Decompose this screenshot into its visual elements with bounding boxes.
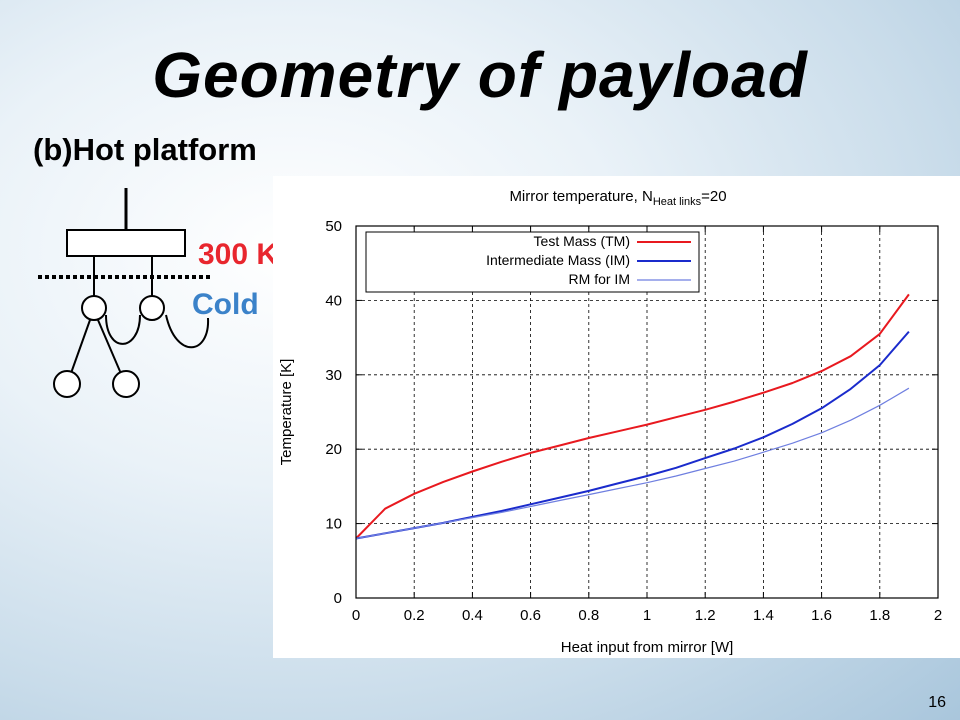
x-tick-label: 1.6 — [811, 607, 832, 624]
x-tick-label: 0.4 — [462, 607, 483, 624]
heat-link-middle — [105, 314, 141, 345]
hot-platform — [66, 229, 186, 257]
intermediate-mass-right — [139, 295, 165, 321]
cold-label: Cold — [192, 288, 259, 321]
wire-lower-left — [69, 319, 91, 377]
y-tick-label: 10 — [325, 516, 342, 533]
y-tick-label: 30 — [325, 367, 342, 384]
payload-schematic — [38, 188, 212, 398]
legend-label-rm: RM for IM — [569, 271, 630, 287]
series-layer — [355, 293, 910, 540]
y-axis-label: Temperature [K] — [278, 359, 295, 466]
x-tick-label: 2 — [934, 607, 942, 624]
x-tick-label: 0.8 — [578, 607, 599, 624]
y-tick-label: 50 — [325, 218, 342, 235]
test-mass-left — [53, 370, 81, 398]
legend: Test Mass (TM) Intermediate Mass (IM) RM… — [365, 231, 700, 293]
y-tick-label: 0 — [334, 590, 342, 607]
slide-subtitle: (b)Hot platform — [33, 132, 257, 167]
test-mass-right — [112, 370, 140, 398]
chart-title: Mirror temperature, NHeat links=20 — [509, 188, 726, 208]
wire-lower-right — [97, 319, 123, 377]
x-axis-label: Heat input from mirror [W] — [561, 639, 734, 656]
x-tick-label: 0.6 — [520, 607, 541, 624]
chart-title-main: Mirror temperature, N — [509, 188, 652, 205]
series-line-tm — [355, 293, 910, 540]
y-tick-label: 40 — [325, 292, 342, 309]
x-tick-label: 1.4 — [753, 607, 774, 624]
slide-title: Geometry of payload — [152, 39, 808, 111]
series-line-rm — [355, 387, 910, 540]
temperature-300k-label: 300 K — [198, 238, 279, 271]
x-tick-label: 1.8 — [869, 607, 890, 624]
x-tick-label: 1 — [643, 607, 651, 624]
y-tick-label: 20 — [325, 441, 342, 458]
intermediate-mass-left — [81, 295, 107, 321]
x-tick-label: 0.2 — [404, 607, 425, 624]
chart-panel: 0 0.2 0.4 0.6 0.8 1 1.2 1.4 1.6 1.8 2 0 10 20 30 40 50 M… — [273, 176, 960, 658]
x-tick-label: 0 — [352, 607, 360, 624]
series-line-im — [355, 330, 910, 540]
legend-label-tm: Test Mass (TM) — [534, 233, 630, 249]
x-tick-label: 1.2 — [695, 607, 716, 624]
legend-label-im: Intermediate Mass (IM) — [486, 252, 630, 268]
page-number: 16 — [928, 694, 946, 711]
heat-link-right — [165, 314, 210, 349]
chart-title-subscript: Heat links — [653, 196, 702, 208]
chart-title-tail: =20 — [701, 188, 726, 205]
